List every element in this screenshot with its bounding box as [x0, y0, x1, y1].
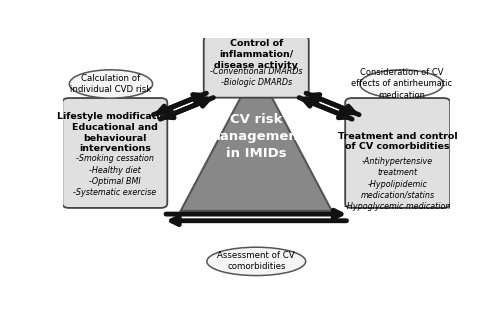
Text: Assessment of CV
comorbidities: Assessment of CV comorbidities	[218, 251, 295, 271]
Text: Consideration of CV
effects of antirheumatic
medication: Consideration of CV effects of antirheum…	[351, 68, 452, 100]
Text: Lifestyle modification
Educational and
behavioural
interventions: Lifestyle modification Educational and b…	[57, 112, 173, 153]
Ellipse shape	[70, 70, 152, 98]
Text: Treatment and control
of CV comorbidities: Treatment and control of CV comorbiditie…	[338, 132, 458, 151]
Text: CV risk
management
in IMIDs: CV risk management in IMIDs	[208, 114, 305, 160]
Text: -Smoking cessation
-Healthy diet
-Optimal BMI
-Systematic exercise: -Smoking cessation -Healthy diet -Optima…	[73, 155, 156, 197]
Ellipse shape	[207, 247, 306, 276]
Ellipse shape	[360, 70, 443, 98]
FancyBboxPatch shape	[62, 98, 168, 208]
Text: Calculation of
individual CVD risk: Calculation of individual CVD risk	[70, 74, 152, 94]
FancyBboxPatch shape	[204, 36, 309, 98]
Polygon shape	[180, 68, 332, 211]
Text: Control of
inflammation/
disease activity: Control of inflammation/ disease activit…	[214, 39, 298, 70]
Text: -Antihypertensive
treatment
-Hypolipidemic
medication/statins
-Hypoglycemic medi: -Antihypertensive treatment -Hypolipidem…	[344, 157, 451, 211]
Text: -Conventional DMARDs
-Biologic DMARDs: -Conventional DMARDs -Biologic DMARDs	[210, 67, 302, 87]
FancyBboxPatch shape	[345, 98, 450, 208]
